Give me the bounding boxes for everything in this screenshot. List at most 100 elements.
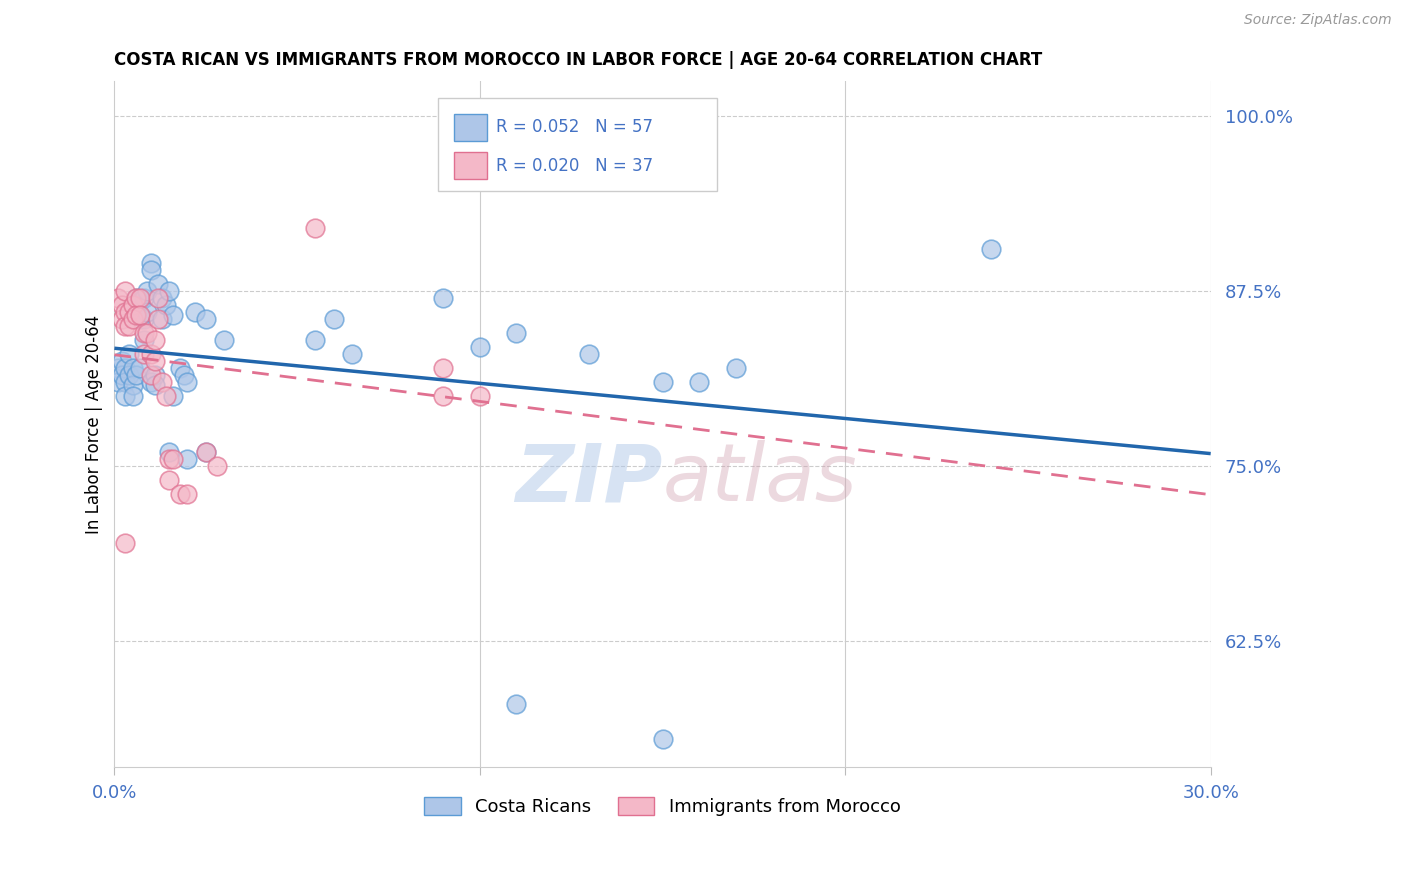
Point (125, 308, 148, 322)
Text: R = 0.020   N = 37: R = 0.020 N = 37 (496, 157, 652, 175)
Point (139, 376, 162, 390)
Point (114, 285, 136, 299)
Point (143, 354, 166, 368)
Text: R = 0.052   N = 57: R = 0.052 N = 57 (496, 119, 652, 136)
Point (111, 368, 134, 383)
Point (136, 305, 159, 319)
Point (157, 285, 180, 299)
Point (157, 445, 180, 459)
Point (139, 263, 162, 277)
Point (114, 536, 136, 550)
Point (132, 334, 155, 348)
Point (125, 291, 148, 305)
Point (169, 361, 191, 376)
Point (173, 368, 195, 383)
Point (651, 732, 673, 747)
Point (176, 452, 198, 467)
Point (176, 376, 198, 390)
Point (136, 326, 159, 341)
Text: COSTA RICAN VS IMMIGRANTS FROM MOROCCO IN LABOR FORCE | AGE 20-64 CORRELATION CH: COSTA RICAN VS IMMIGRANTS FROM MOROCCO I… (114, 51, 1043, 69)
Point (132, 326, 155, 341)
Point (169, 487, 191, 501)
Point (578, 347, 600, 361)
Point (114, 376, 136, 390)
Point (114, 389, 136, 403)
Point (139, 368, 162, 383)
Point (162, 308, 184, 322)
Point (132, 347, 155, 361)
Bar (454, 113, 486, 141)
Point (980, 243, 1002, 257)
Y-axis label: In Labor Force | Age 20-64: In Labor Force | Age 20-64 (86, 315, 103, 534)
Point (157, 452, 180, 467)
Point (129, 308, 152, 322)
Point (505, 326, 527, 341)
Point (148, 291, 170, 305)
Point (194, 312, 217, 326)
Point (150, 291, 173, 305)
Point (184, 305, 207, 319)
Point (724, 361, 747, 376)
Point (150, 376, 173, 390)
FancyBboxPatch shape (437, 98, 717, 191)
Point (148, 277, 170, 292)
Point (111, 354, 134, 368)
Point (155, 389, 177, 403)
Point (107, 376, 129, 390)
Text: ZIP: ZIP (515, 440, 662, 518)
Point (132, 312, 155, 326)
Point (432, 389, 454, 403)
Point (150, 312, 173, 326)
Point (157, 473, 180, 487)
Point (121, 298, 143, 312)
Point (139, 256, 162, 270)
Point (125, 305, 148, 319)
Point (148, 312, 170, 326)
Point (468, 389, 491, 403)
Text: Source: ZipAtlas.com: Source: ZipAtlas.com (1244, 13, 1392, 28)
Point (129, 291, 152, 305)
Point (114, 361, 136, 376)
Point (129, 294, 152, 309)
Point (304, 221, 326, 235)
Point (205, 459, 228, 474)
Point (121, 312, 143, 326)
Point (340, 347, 363, 361)
Point (111, 298, 134, 312)
Point (468, 340, 491, 354)
Point (194, 445, 217, 459)
Point (322, 312, 344, 326)
Point (136, 285, 159, 299)
Point (304, 334, 326, 348)
Point (651, 376, 673, 390)
Point (107, 361, 129, 376)
Point (125, 368, 148, 383)
Point (155, 298, 177, 312)
Point (139, 347, 162, 361)
Point (162, 452, 184, 467)
Point (432, 361, 454, 376)
Point (121, 361, 143, 376)
Point (118, 347, 141, 361)
Point (143, 334, 166, 348)
Point (688, 376, 710, 390)
Bar (454, 152, 486, 179)
Point (114, 305, 136, 319)
Point (505, 698, 527, 712)
Text: atlas: atlas (662, 440, 858, 518)
Point (121, 378, 143, 392)
Point (118, 305, 141, 319)
Point (432, 291, 454, 305)
Point (143, 378, 166, 392)
Point (114, 319, 136, 334)
Point (111, 312, 134, 326)
Point (194, 445, 217, 459)
Point (176, 487, 198, 501)
Point (121, 389, 143, 403)
Point (125, 291, 148, 305)
Point (118, 319, 141, 334)
Point (129, 312, 152, 326)
Point (143, 368, 166, 383)
Point (132, 291, 155, 305)
Legend: Costa Ricans, Immigrants from Morocco: Costa Ricans, Immigrants from Morocco (418, 789, 908, 823)
